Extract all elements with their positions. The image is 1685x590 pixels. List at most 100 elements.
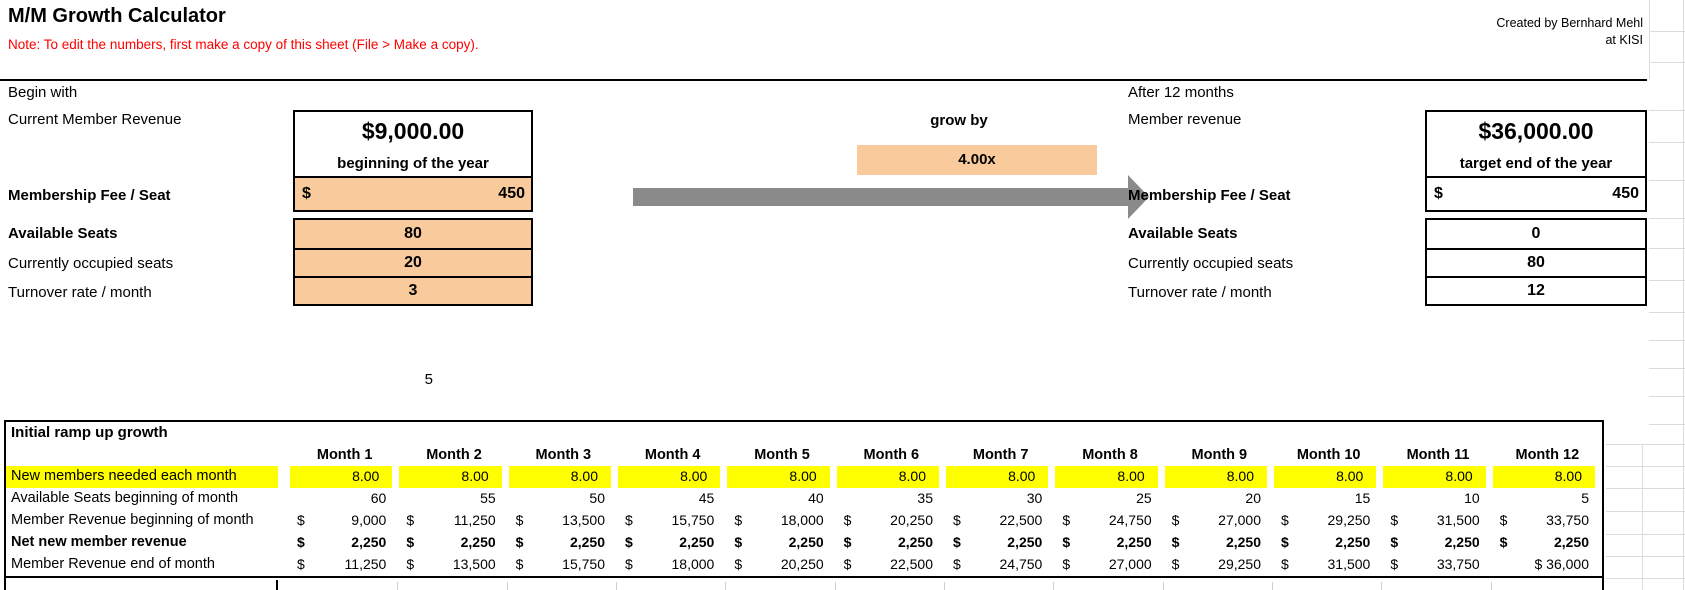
begin-turnover-cell[interactable]: 3 <box>295 276 531 304</box>
month-header[interactable]: Month 11 <box>1406 447 1470 463</box>
table-cell[interactable]: $27,000 <box>1165 510 1274 532</box>
begin-fee-cell[interactable]: $ 450 <box>293 176 533 212</box>
after-fee-cell[interactable]: $ 450 <box>1425 176 1647 212</box>
table-cell[interactable]: $2,250 <box>1383 532 1492 554</box>
table-cell[interactable]: $33,750 <box>1493 510 1602 532</box>
month-header[interactable]: Month 10 <box>1296 447 1361 463</box>
currency-symbol: $ <box>1171 512 1180 528</box>
month-header[interactable]: Month 8 <box>1082 447 1138 463</box>
table-cell[interactable]: 8.00 <box>727 466 837 488</box>
cell-value: 2,250 <box>1444 534 1480 550</box>
after-turnover-cell[interactable]: 12 <box>1427 276 1645 304</box>
table-cell[interactable]: $15,750 <box>618 510 727 532</box>
row-label: Member Revenue beginning of month <box>11 512 254 528</box>
table-cell[interactable]: $2,250 <box>1493 532 1602 554</box>
table-cell[interactable]: $22,500 <box>946 510 1055 532</box>
table-cell[interactable]: $20,250 <box>727 554 836 576</box>
table-cell[interactable]: $2,250 <box>1165 532 1274 554</box>
table-cell[interactable]: $33,750 <box>1383 554 1492 576</box>
table-cell[interactable]: $31,500 <box>1274 554 1383 576</box>
table-cell[interactable]: 8.00 <box>1492 466 1602 488</box>
after-seats-cell[interactable]: 0 <box>1531 225 1541 242</box>
table-cell[interactable]: $2,250 <box>946 532 1055 554</box>
month-header[interactable]: Month 1 <box>316 447 373 463</box>
table-cell[interactable]: 8.00 <box>508 466 618 488</box>
table-cell[interactable]: 25 <box>1136 490 1152 506</box>
table-cell[interactable]: $29,250 <box>1274 510 1383 532</box>
table-cell[interactable]: $2,250 <box>399 532 508 554</box>
table-cell[interactable]: $2,250 <box>618 532 727 554</box>
month-header[interactable]: Month 7 <box>972 447 1029 463</box>
month-header[interactable]: Month 2 <box>426 447 482 463</box>
table-cell[interactable]: $2,250 <box>290 532 399 554</box>
table-cell[interactable]: $2,250 <box>1274 532 1383 554</box>
stray-cell-value[interactable]: 5 <box>424 371 433 388</box>
month-header[interactable]: Month 4 <box>644 447 701 463</box>
table-cell[interactable]: 10 <box>1464 490 1480 506</box>
table-cell[interactable]: 8.00 <box>1274 466 1384 488</box>
table-cell[interactable]: 30 <box>1026 490 1043 506</box>
table-cell[interactable]: 8.00 <box>290 466 400 488</box>
table-cell[interactable]: 50 <box>589 490 605 506</box>
month-header[interactable]: Month 5 <box>754 447 810 463</box>
gridline <box>1606 534 1685 535</box>
cell-value: 2,250 <box>460 534 496 550</box>
month-header[interactable]: Month 12 <box>1515 447 1580 463</box>
table-cell[interactable]: $24,750 <box>946 554 1055 576</box>
table-cell[interactable]: $18,000 <box>727 510 836 532</box>
after-revenue-cell[interactable]: $36,000.00 target end of the year <box>1425 110 1647 178</box>
table-cell[interactable]: 45 <box>698 490 715 506</box>
table-cell[interactable]: $2,250 <box>837 532 946 554</box>
table-cell[interactable]: $9,000 <box>290 510 399 532</box>
table-cell[interactable]: 8.00 <box>399 466 509 488</box>
table-cell[interactable]: $18,000 <box>618 554 727 576</box>
after-occupied-cell[interactable]: 80 <box>1427 248 1645 276</box>
table-cell[interactable]: 5 <box>1581 490 1589 506</box>
gridline <box>1053 582 1054 590</box>
table-cell[interactable]: 8.00 <box>946 466 1056 488</box>
begin-seats-cell[interactable]: 80 <box>295 220 531 248</box>
after-seats-label: Available Seats <box>1128 225 1238 242</box>
table-cell[interactable]: $ 36,000 <box>1534 556 1590 572</box>
table-cell[interactable]: 20 <box>1245 490 1261 506</box>
table-cell[interactable]: 40 <box>808 490 824 506</box>
table-cell[interactable]: 8.00 <box>1383 466 1493 488</box>
table-cell[interactable]: 8.00 <box>1055 466 1165 488</box>
cell-value: 2,250 <box>569 534 605 550</box>
table-body: New members needed each month 8.00 8.00 8.0… <box>6 466 1602 576</box>
table-cell[interactable]: $29,250 <box>1165 554 1274 576</box>
gridline <box>944 582 945 590</box>
table-cell[interactable]: 55 <box>480 490 496 506</box>
table-cell[interactable]: 8.00 <box>618 466 728 488</box>
table-cell[interactable]: $11,250 <box>399 510 508 532</box>
begin-occupied-cell[interactable]: 20 <box>295 248 531 276</box>
table-cell[interactable]: $11,250 <box>290 554 399 576</box>
table-cell[interactable]: $15,750 <box>509 554 618 576</box>
table-cell[interactable]: $2,250 <box>509 532 618 554</box>
table-cell[interactable]: 35 <box>917 490 933 506</box>
table-cell[interactable]: $20,250 <box>837 510 946 532</box>
currency-symbol: $ <box>515 512 524 528</box>
gridline <box>1649 340 1685 341</box>
table-gap-cell <box>278 445 290 466</box>
table-cell[interactable]: $27,000 <box>1055 554 1164 576</box>
ramp-table-title: Initial ramp up growth <box>11 424 168 441</box>
currency-symbol: $ <box>1281 556 1289 572</box>
table-cell[interactable]: $2,250 <box>1055 532 1164 554</box>
table-cell[interactable]: 8.00 <box>836 466 946 488</box>
table-cell[interactable]: 15 <box>1354 490 1371 506</box>
table-cell[interactable]: $24,750 <box>1055 510 1164 532</box>
begin-revenue-cell[interactable]: $9,000.00 beginning of the year <box>293 110 533 178</box>
table-cell[interactable]: 8.00 <box>1164 466 1274 488</box>
grow-multiplier-cell[interactable]: 4.00x <box>857 145 1097 175</box>
table-cell[interactable]: 60 <box>370 490 387 506</box>
table-cell[interactable]: $22,500 <box>837 554 946 576</box>
table-cell[interactable]: $2,250 <box>727 532 836 554</box>
table-cell[interactable]: $31,500 <box>1383 510 1492 532</box>
month-header[interactable]: Month 3 <box>535 447 592 463</box>
after-turnover-label: Turnover rate / month <box>1128 284 1272 301</box>
month-header[interactable]: Month 9 <box>1191 447 1248 463</box>
month-header[interactable]: Month 6 <box>863 447 920 463</box>
table-cell[interactable]: $13,500 <box>509 510 618 532</box>
table-cell[interactable]: $13,500 <box>399 554 508 576</box>
